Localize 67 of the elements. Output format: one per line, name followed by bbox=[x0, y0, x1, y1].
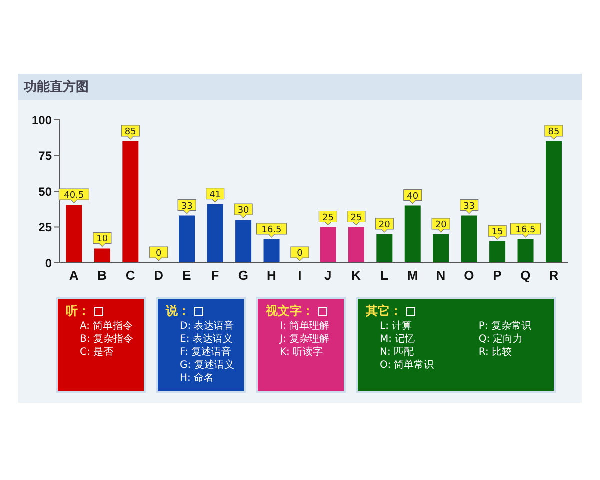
chart-title: 功能直方图 bbox=[18, 74, 582, 100]
x-tick-label: D bbox=[154, 268, 164, 284]
x-tick-label: I bbox=[298, 268, 302, 284]
legend-label: 视文字： bbox=[266, 303, 314, 320]
bar bbox=[236, 220, 252, 263]
data-label: 16.5 bbox=[516, 225, 536, 236]
data-label: 20 bbox=[435, 220, 448, 230]
x-tick-label: H bbox=[266, 268, 276, 284]
text: B: 复杂指令 bbox=[80, 333, 134, 346]
y-tick-label: 50 bbox=[38, 184, 52, 199]
data-label: 20 bbox=[378, 220, 391, 230]
data-label: 33 bbox=[464, 202, 476, 212]
data-label: 15 bbox=[492, 228, 504, 238]
x-tick-label: G bbox=[238, 268, 249, 284]
text: K: 听读字 bbox=[280, 346, 324, 359]
x-tick-label: L bbox=[380, 268, 389, 284]
x-tick-label: O bbox=[464, 268, 474, 284]
data-label: 40.5 bbox=[64, 191, 84, 202]
data-label: 30 bbox=[238, 206, 250, 216]
text: P: 复杂常识 bbox=[478, 320, 532, 333]
x-tick-label: E bbox=[182, 268, 192, 284]
data-label: 25 bbox=[350, 213, 362, 224]
text: R: 比较 bbox=[478, 346, 514, 359]
data-label: 33 bbox=[181, 202, 193, 212]
x-tick-label: J bbox=[324, 268, 332, 284]
data-label: 40 bbox=[407, 192, 419, 202]
y-tick-label: 100 bbox=[32, 113, 52, 128]
text: H: 命名 bbox=[180, 372, 216, 385]
data-label: 25 bbox=[322, 213, 334, 224]
text: F: 复述语音 bbox=[180, 346, 233, 359]
x-tick-label: M bbox=[407, 268, 418, 284]
text: D: 表达语音 bbox=[180, 320, 236, 333]
y-tick-label: 25 bbox=[38, 220, 52, 235]
x-tick-label: N bbox=[436, 268, 446, 284]
text: O: 简单常识 bbox=[380, 359, 436, 372]
text: L: 计算 bbox=[380, 320, 414, 333]
x-tick-label: P bbox=[493, 268, 502, 284]
bar bbox=[66, 205, 82, 263]
data-label: 41 bbox=[210, 190, 222, 200]
data-label: 85 bbox=[548, 127, 560, 138]
text: I: 简单理解 bbox=[280, 320, 330, 333]
y-tick-label: 0 bbox=[45, 256, 52, 270]
text: J: 复杂理解 bbox=[280, 333, 330, 346]
data-label: 0 bbox=[297, 248, 304, 259]
text: Q: 定向力 bbox=[478, 333, 524, 346]
x-tick-label: K bbox=[352, 268, 362, 284]
text: N: 匹配 bbox=[380, 346, 416, 359]
text: M: 记忆 bbox=[380, 333, 416, 346]
data-label: 0 bbox=[156, 248, 162, 259]
legend-label: 说： bbox=[166, 303, 190, 320]
text: C: 是否 bbox=[80, 346, 115, 359]
data-label: 85 bbox=[124, 127, 136, 138]
text: A: 简单指令 bbox=[80, 320, 134, 333]
x-tick-label: B bbox=[98, 268, 108, 284]
text: G: 复述语义 bbox=[180, 359, 236, 372]
legend-label: 听： bbox=[66, 303, 90, 320]
data-label: 10 bbox=[96, 234, 108, 245]
x-tick-label: R bbox=[549, 268, 560, 284]
x-tick-label: C bbox=[126, 268, 136, 284]
bar bbox=[490, 242, 506, 263]
data-label: 16.5 bbox=[262, 225, 282, 236]
x-tick-label: A bbox=[69, 268, 80, 284]
text: E: 表达语义 bbox=[180, 333, 234, 346]
x-tick-label: Q bbox=[520, 268, 531, 284]
x-tick-label: F bbox=[211, 268, 220, 284]
legend-label: 其它： bbox=[366, 303, 402, 320]
y-tick-label: 75 bbox=[38, 149, 52, 164]
